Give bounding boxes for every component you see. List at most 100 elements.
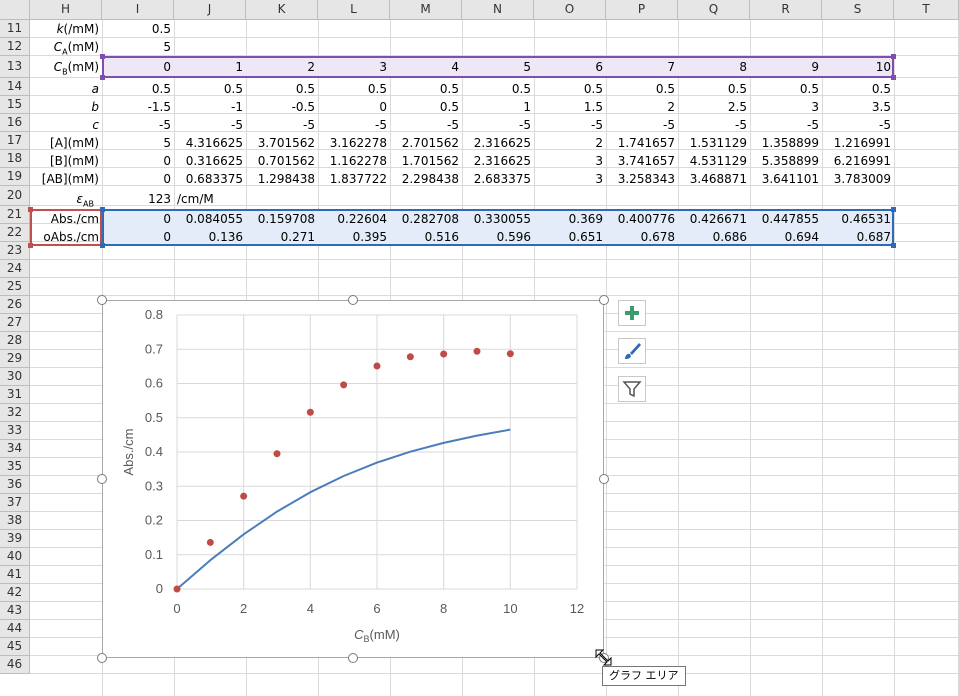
cell-conc-a[interactable]: 2.316625 [473,136,531,150]
cell-conc-ab[interactable]: 0 [163,172,171,186]
cell-conc-b[interactable]: 1.162278 [329,154,387,168]
column-header-h[interactable]: H [30,0,102,20]
cell-conc-ab[interactable]: 3.468871 [689,172,747,186]
row-header[interactable]: 25 [0,278,30,296]
cell-oabs[interactable]: 0.136 [208,230,243,244]
row-header[interactable]: 15 [0,96,30,114]
cell-a[interactable]: 0.5 [223,82,243,96]
cell-abs[interactable]: 0.159708 [257,212,315,226]
row-header[interactable]: 18 [0,150,30,168]
column-header-t[interactable]: T [894,0,959,20]
cell-conc-a[interactable]: 2.701562 [401,136,459,150]
row-header[interactable]: 11 [0,20,30,38]
cell-conc-b[interactable]: 6.216991 [833,154,891,168]
cell-cb[interactable]: 8 [739,60,747,74]
label-oabs[interactable]: oAbs./cm [43,230,99,244]
label-c[interactable]: c [92,118,99,132]
row-header[interactable]: 39 [0,530,30,548]
cell-abs[interactable]: 0.447855 [761,212,819,226]
row-header[interactable]: 29 [0,350,30,368]
row-header[interactable]: 38 [0,512,30,530]
cell-a[interactable]: 0.5 [367,82,387,96]
cell-cb[interactable]: 3 [379,60,387,74]
row-header[interactable]: 13 [0,56,30,78]
cell-cb[interactable]: 10 [875,60,891,74]
column-header-j[interactable]: J [174,0,246,20]
column-header-i[interactable]: I [102,0,174,20]
row-header[interactable]: 12 [0,38,30,56]
chart-area[interactable]: 0 0.1 0.2 0.3 0.4 0.5 0.6 0.7 0.8 0 2 4 6 8 10 12 Abs./c… [102,300,604,658]
cell-b[interactable]: -1.5 [147,100,171,114]
cell-abs[interactable]: 0.369 [568,212,603,226]
column-header-k[interactable]: K [246,0,318,20]
cell-a[interactable]: 0.5 [871,82,891,96]
cell-cb[interactable]: 0 [163,60,171,74]
resize-handle-top-right[interactable] [599,295,609,305]
resize-handle-bottom-left[interactable] [97,653,107,663]
cell-conc-b[interactable]: 1.701562 [401,154,459,168]
row-header[interactable]: 17 [0,132,30,150]
row-header[interactable]: 37 [0,494,30,512]
label-conc-a[interactable]: [A](mM) [50,136,99,150]
cell-cb[interactable]: 2 [307,60,315,74]
cell-a[interactable]: 0.5 [151,82,171,96]
cell-conc-a[interactable]: 1.741657 [617,136,675,150]
row-header[interactable]: 36 [0,476,30,494]
row-header[interactable]: 40 [0,548,30,566]
row-header[interactable]: 45 [0,638,30,656]
column-header-n[interactable]: N [462,0,534,20]
column-header-o[interactable]: O [534,0,606,20]
cell-cb[interactable]: 6 [595,60,603,74]
resize-handle-top-left[interactable] [97,295,107,305]
cell-cb[interactable]: 5 [523,60,531,74]
row-header[interactable]: 42 [0,584,30,602]
cell-b[interactable]: 3.5 [871,100,891,114]
cell-abs[interactable]: 0.330055 [473,212,531,226]
column-header-p[interactable]: P [606,0,678,20]
cell-b[interactable]: -0.5 [291,100,315,114]
column-header-q[interactable]: Q [678,0,750,20]
cell-conc-ab[interactable]: 2.683375 [473,172,531,186]
cell-abs[interactable]: 0.400776 [617,212,675,226]
label-a[interactable]: a [91,82,99,96]
cell-abs[interactable]: 0.084055 [185,212,243,226]
cell-oabs[interactable]: 0.678 [640,230,675,244]
cell-conc-a[interactable]: 2 [595,136,603,150]
label-k[interactable]: k(/mM) [56,22,99,36]
label-abs[interactable]: Abs./cm [50,212,99,226]
row-header[interactable]: 26 [0,296,30,314]
cell-conc-ab[interactable]: 3.641101 [761,172,819,186]
cell-cb[interactable]: 4 [451,60,459,74]
cell-c[interactable]: -5 [447,118,459,132]
label-conc-ab[interactable]: [AB](mM) [41,172,99,186]
cell-conc-b[interactable]: 2.316625 [473,154,531,168]
select-all-corner[interactable] [0,0,30,20]
column-header-l[interactable]: L [318,0,390,20]
cell-conc-ab[interactable]: 3.783009 [833,172,891,186]
cell-c[interactable]: -5 [231,118,243,132]
cell-conc-ab[interactable]: 3 [595,172,603,186]
cell-oabs[interactable]: 0.651 [568,230,603,244]
cell-a[interactable]: 0.5 [655,82,675,96]
label-epsilon[interactable]: εAB [76,192,94,209]
cell-abs[interactable]: 0 [163,212,171,226]
cell-conc-ab[interactable]: 2.298438 [401,172,459,186]
cell-cb[interactable]: 9 [811,60,819,74]
cell-b[interactable]: 3 [811,100,819,114]
value-k[interactable]: 0.5 [151,22,171,36]
cell-b[interactable]: 2.5 [727,100,747,114]
row-header[interactable]: 28 [0,332,30,350]
cell-c[interactable]: -5 [519,118,531,132]
row-header[interactable]: 16 [0,114,30,132]
cell-conc-a[interactable]: 4.316625 [185,136,243,150]
row-header[interactable]: 27 [0,314,30,332]
chart-styles-button[interactable] [618,338,646,364]
cell-c[interactable]: -5 [591,118,603,132]
cell-cb[interactable]: 7 [667,60,675,74]
column-header-s[interactable]: S [822,0,894,20]
cell-a[interactable]: 0.5 [511,82,531,96]
cell-c[interactable]: -5 [303,118,315,132]
row-header[interactable]: 43 [0,602,30,620]
value-ca[interactable]: 5 [163,40,171,54]
cell-conc-b[interactable]: 5.358899 [761,154,819,168]
